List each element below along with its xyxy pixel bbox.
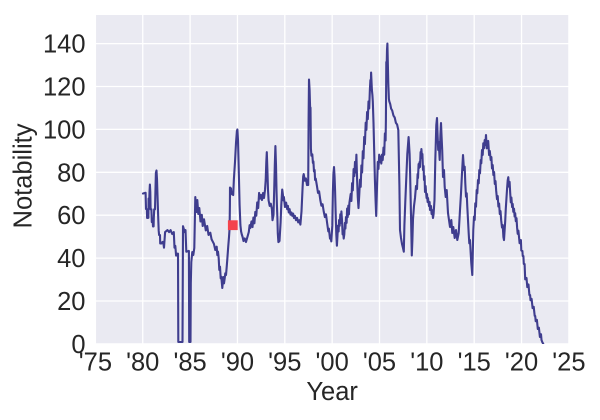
svg-text:'75: '75: [79, 349, 112, 377]
svg-text:Year: Year: [306, 378, 358, 406]
svg-text:100: 100: [43, 116, 86, 144]
svg-text:'95: '95: [268, 349, 301, 377]
svg-text:'85: '85: [173, 349, 206, 377]
svg-text:120: 120: [43, 74, 86, 102]
svg-text:'00: '00: [316, 349, 349, 377]
svg-text:0: 0: [71, 331, 85, 359]
svg-text:'10: '10: [410, 349, 443, 377]
svg-text:80: 80: [57, 159, 85, 187]
svg-text:Notability: Notability: [10, 123, 38, 228]
svg-text:60: 60: [57, 202, 85, 230]
svg-text:'05: '05: [363, 349, 396, 377]
svg-text:40: 40: [57, 245, 85, 273]
svg-text:'90: '90: [221, 349, 254, 377]
svg-text:'15: '15: [458, 349, 491, 377]
svg-text:'80: '80: [126, 349, 159, 377]
svg-text:'20: '20: [505, 349, 538, 377]
svg-text:20: 20: [57, 288, 85, 316]
svg-text:'25: '25: [552, 349, 585, 377]
svg-text:140: 140: [43, 31, 86, 59]
